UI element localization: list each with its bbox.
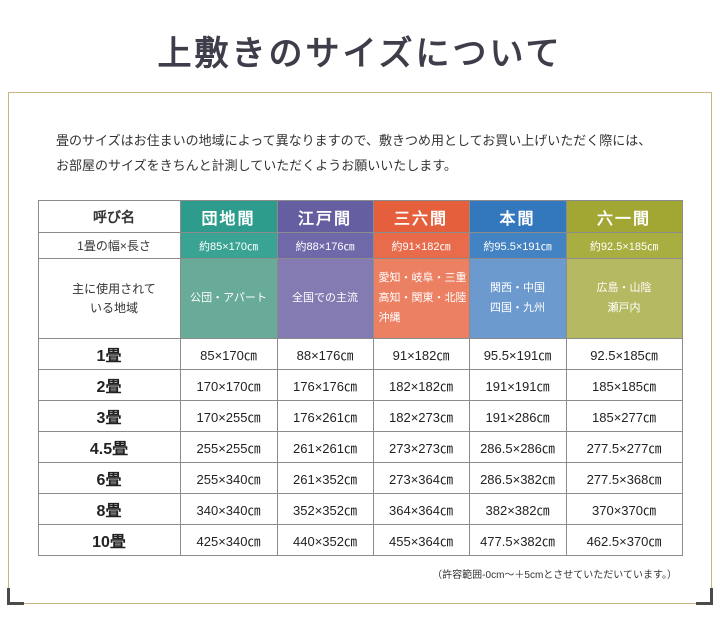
row-label: 3畳 (37, 400, 181, 433)
intro-text: 畳のサイズはお住まいの地域によって異なりますので、敷きつめ用としてお買い上げいた… (56, 129, 664, 178)
size-value-cell: 455×364㎝ (372, 524, 470, 557)
size-value-cell: 273×273㎝ (372, 431, 470, 464)
size-value-cell: 185×277㎝ (565, 400, 683, 433)
region-cell: 愛知・岐阜・三重 高知・関東・北陸 沖縄 (372, 258, 470, 340)
size-value-cell: 277.5×368㎝ (565, 462, 683, 495)
table-row: 10畳 425×340㎝ 440×352㎝ 455×364㎝ 477.5×382… (37, 524, 683, 557)
region-line: 公団・アパート (190, 291, 267, 304)
region-label-line-1: 主に使用されて (72, 281, 156, 296)
row-label: 2畳 (37, 369, 181, 402)
size-value-cell: 182×273㎝ (372, 400, 470, 433)
column-header-sabrokuma: 三六間 (372, 200, 470, 234)
size-value-cell: 340×340㎝ (179, 493, 278, 526)
page-title: 上敷きのサイズについて (157, 36, 563, 73)
region-line: 愛知・岐阜・三重 (378, 272, 467, 285)
intro-line-1: 畳のサイズはお住まいの地域によって異なりますので、敷きつめ用としてお買い上げいた… (56, 133, 652, 148)
table-row: 1畳 85×170㎝ 88×176㎝ 91×182㎝ 95.5×191㎝ 92.… (37, 338, 683, 371)
column-header-rokuichima: 六一間 (565, 200, 683, 234)
column-header-edoma: 江戸間 (276, 200, 374, 234)
size-value-cell: 286.5×286㎝ (468, 431, 567, 464)
width-row-label: 1畳の幅×長さ (37, 232, 181, 260)
size-value-cell: 255×340㎝ (179, 462, 278, 495)
size-value-cell: 462.5×370㎝ (565, 524, 683, 557)
region-line: 四国・九州 (490, 301, 545, 314)
region-cell: 関西・中国 四国・九州 (468, 258, 567, 340)
size-value-cell: 95.5×191㎝ (468, 338, 567, 371)
size-value-cell: 170×170㎝ (179, 369, 278, 402)
row-label: 6畳 (37, 462, 181, 495)
region-line: 高知・関東・北陸 (378, 291, 467, 304)
page: 上敷きのサイズについて 畳のサイズはお住まいの地域によって異なりますので、敷きつ… (7, 36, 713, 605)
size-value-cell: 176×261㎝ (276, 400, 374, 433)
size-value-cell: 370×370㎝ (565, 493, 683, 526)
size-value-cell: 273×364㎝ (372, 462, 470, 495)
size-value-cell: 440×352㎝ (276, 524, 374, 557)
size-value-cell: 255×255㎝ (179, 431, 278, 464)
size-value-cell: 286.5×382㎝ (468, 462, 567, 495)
size-value-cell: 425×340㎝ (179, 524, 278, 557)
width-value-cell: 約85×170㎝ (179, 232, 278, 260)
region-row-label: 主に使用されて いる地域 (37, 258, 181, 340)
row-label: 4.5畳 (37, 431, 181, 464)
size-value-cell: 176×176㎝ (276, 369, 374, 402)
size-value-cell: 191×191㎝ (468, 369, 567, 402)
width-value-cell: 約95.5×191㎝ (468, 232, 567, 260)
size-value-cell: 88×176㎝ (276, 338, 374, 371)
table-row: 4.5畳 255×255㎝ 261×261㎝ 273×273㎝ 286.5×28… (37, 431, 683, 464)
size-value-cell: 277.5×277㎝ (565, 431, 683, 464)
tatami-size-table: 呼び名 団地間 江戸間 三六間 本間 六一間 1畳の幅×長さ 約85×170㎝ … (37, 200, 683, 557)
size-value-cell: 191×286㎝ (468, 400, 567, 433)
region-cell: 全国での主流 (276, 258, 374, 340)
intro-line-2: お部屋のサイズをきちんと計測していただくようお願いいたします。 (56, 157, 457, 173)
size-value-cell: 352×352㎝ (276, 493, 374, 526)
region-line: 瀬戸内 (607, 301, 641, 314)
size-value-cell: 185×185㎝ (565, 369, 683, 402)
table-header-row: 呼び名 団地間 江戸間 三六間 本間 六一間 (37, 200, 683, 234)
row-label: 1畳 (37, 338, 181, 371)
region-line: 全国での主流 (292, 291, 358, 304)
row-label: 10畳 (37, 524, 181, 557)
size-value-cell: 261×261㎝ (276, 431, 374, 464)
width-value-cell: 約91×182㎝ (372, 232, 470, 260)
table-row: 2畳 170×170㎝ 176×176㎝ 182×182㎝ 191×191㎝ 1… (37, 369, 683, 402)
size-value-cell: 91×182㎝ (372, 338, 470, 371)
region-line: 沖縄 (378, 311, 401, 324)
column-header-honma: 本間 (468, 200, 567, 234)
table-row: 6畳 255×340㎝ 261×352㎝ 273×364㎝ 286.5×382㎝… (37, 462, 683, 495)
region-line: 関西・中国 (490, 282, 545, 295)
table-row: 3畳 170×255㎝ 176×261㎝ 182×273㎝ 191×286㎝ 1… (37, 400, 683, 433)
column-header-danchima: 団地間 (179, 200, 278, 234)
size-value-cell: 477.5×382㎝ (468, 524, 567, 557)
footnote: （許容範囲-0cm～＋5cmとさせていただいています。） (432, 570, 677, 582)
table-row: 8畳 340×340㎝ 352×352㎝ 364×364㎝ 382×382㎝ 3… (37, 493, 683, 526)
region-cell: 広島・山陰 瀬戸内 (565, 258, 683, 340)
region-label-line-2: いる地域 (89, 300, 138, 315)
corner-label: 呼び名 (37, 200, 181, 234)
size-value-cell: 261×352㎝ (276, 462, 374, 495)
size-value-cell: 182×182㎝ (372, 369, 470, 402)
region-cell: 公団・アパート (179, 258, 278, 340)
size-value-cell: 85×170㎝ (179, 338, 278, 371)
width-value-cell: 約92.5×185㎝ (565, 232, 683, 260)
size-value-cell: 364×364㎝ (372, 493, 470, 526)
region-row: 主に使用されて いる地域 公団・アパート 全国での主流 愛知・岐阜・三重 高知・… (37, 258, 683, 340)
width-row: 1畳の幅×長さ 約85×170㎝ 約88×176㎝ 約91×182㎝ 約95.5… (37, 232, 683, 260)
region-line: 広島・山陰 (596, 282, 652, 295)
width-value-cell: 約88×176㎝ (276, 232, 374, 260)
size-value-cell: 382×382㎝ (468, 493, 567, 526)
row-label: 8畳 (37, 493, 181, 526)
size-value-cell: 170×255㎝ (179, 400, 278, 433)
content-frame: 畳のサイズはお住まいの地域によって異なりますので、敷きつめ用としてお買い上げいた… (7, 92, 713, 605)
size-value-cell: 92.5×185㎝ (565, 338, 683, 371)
